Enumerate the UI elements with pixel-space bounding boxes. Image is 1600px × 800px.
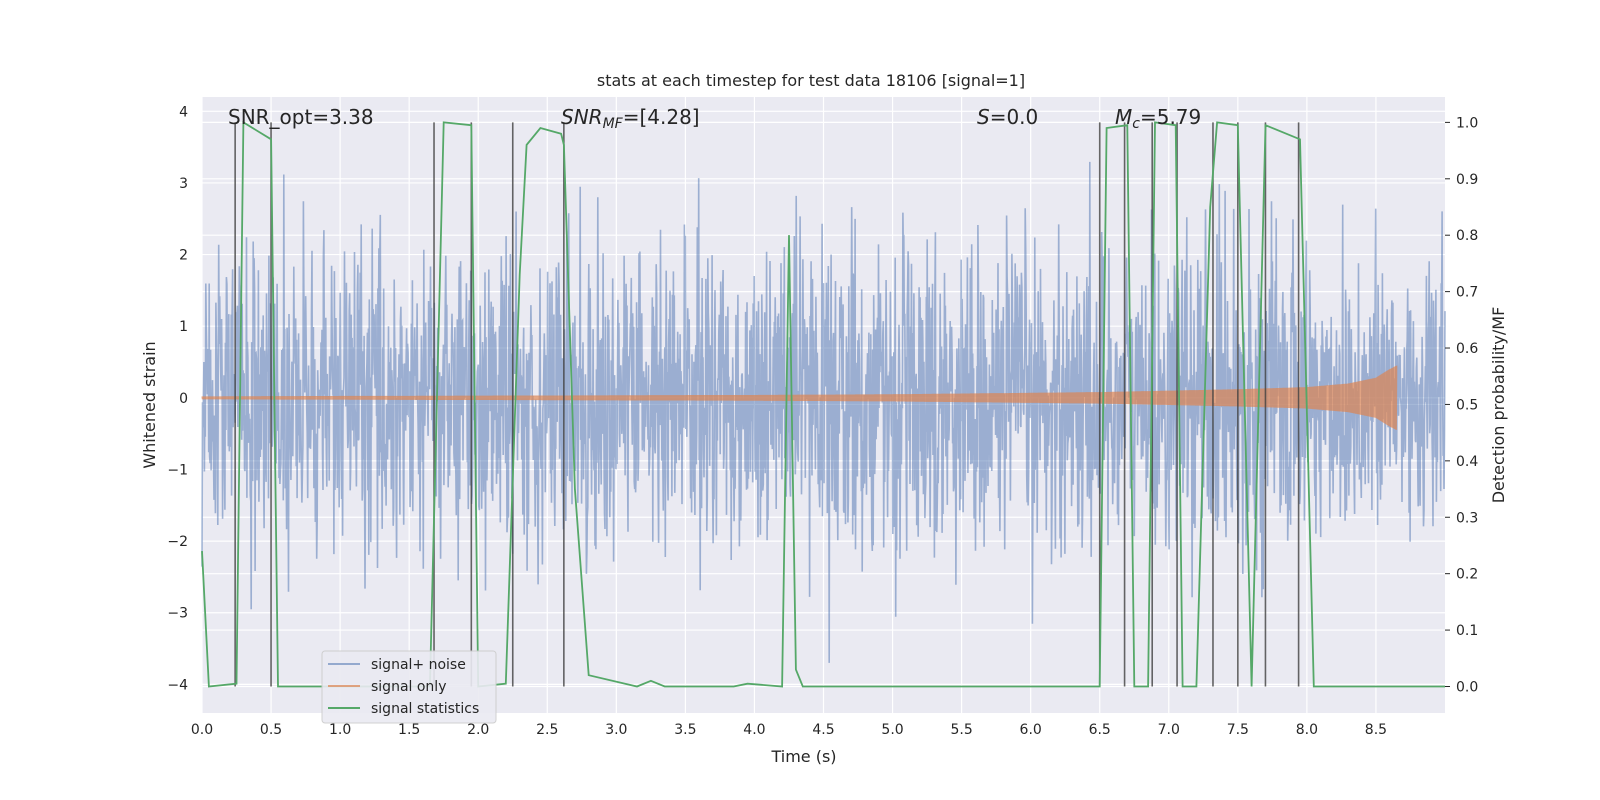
x-tick-label: 2.5 [536,722,558,738]
y-axis-ticks: −4 −3 −2 −1 0 1 2 3 4 [167,104,188,693]
snr-mf-value: =[4.28] [623,105,700,129]
y-tick-label: 2 [179,248,188,264]
stats-line [201,120,1445,688]
x-tick-label: 2.0 [467,722,489,738]
x-tick-label: 4.0 [743,722,765,738]
mc-value: =5.79 [1140,105,1201,129]
x-tick-label: 8.5 [1365,722,1387,738]
legend-box [321,650,497,724]
y2-tick-label: 0.5 [1456,397,1478,413]
y2-tick-label: 0.3 [1456,510,1478,526]
legend-label-noise: signal+ noise [371,657,466,673]
x-tick-label: 6.0 [1020,722,1042,738]
stats-series [201,120,1445,688]
y-axis-label: Whitened strain [140,341,159,468]
y-tick-label: −4 [167,677,188,693]
y2-tick-label: 1.0 [1456,115,1478,131]
x-axis-label: Time (s) [770,747,836,766]
x-tick-label: 5.0 [881,722,903,738]
x-tick-label: 6.5 [1089,722,1111,738]
x-tick-label: 7.0 [1158,722,1180,738]
x-tick-label: 4.5 [812,722,834,738]
y-tick-label: −3 [167,606,188,622]
x-tick-label: 1.0 [329,722,351,738]
legend-label-signal: signal only [371,679,446,695]
s-prefix: S [977,105,990,129]
snr-mf-annotation: SNRMF=[4.28] [561,105,700,132]
x-tick-label: 7.5 [1227,722,1249,738]
snr-mf-subscript: MF [603,116,624,132]
y-tick-label: −1 [167,462,188,478]
snr-opt-annotation: SNR_opt=3.38 [228,105,374,129]
y2-tick-label: 0.6 [1456,341,1478,357]
y2-tick-label: 0.4 [1456,454,1478,470]
legend: signal+ noise signal only signal statist… [321,650,497,724]
x-axis-ticks: 0.0 0.5 1.0 1.5 2.0 2.5 3.0 3.5 4.0 4.5 5.0 5.5 6.0 6… [191,722,1387,738]
y-tick-label: 1 [179,319,188,335]
mc-subscript: c [1132,116,1140,132]
y-tick-label: 3 [179,176,188,192]
y2-tick-label: 0.8 [1456,228,1478,244]
legend-label-stats: signal statistics [371,701,479,717]
y2-tick-label: 0.9 [1456,172,1478,188]
x-tick-label: 3.5 [674,722,696,738]
y-tick-label: 4 [179,104,188,120]
x-tick-label: 1.5 [398,722,420,738]
y2-axis-ticks: 0.0 0.1 0.2 0.3 0.4 0.5 0.6 0.7 0.8 0.9 1.0 [1445,115,1478,695]
y2-tick-label: 0.2 [1456,567,1478,583]
x-tick-label: 3.0 [605,722,627,738]
y-tick-label: −2 [167,534,188,550]
mc-annotation: Mc=5.79 [1115,105,1201,132]
y-tick-label: 0 [179,391,188,407]
snr-mf-prefix: SNR [561,105,603,129]
mc-prefix: M [1115,105,1132,129]
chart-title: stats at each timestep for test data 181… [597,71,1025,90]
y2-tick-label: 0.0 [1456,679,1478,695]
signal-line [201,365,1398,430]
x-tick-label: 0.5 [260,722,282,738]
s-value: =0.0 [990,105,1039,129]
signal-series [201,365,1398,430]
y2-tick-label: 0.1 [1456,623,1478,639]
x-tick-label: 8.0 [1296,722,1318,738]
y2-tick-label: 0.7 [1456,285,1478,301]
x-tick-label: 5.5 [950,722,972,738]
x-tick-label: 0.0 [191,722,213,738]
y2-axis-label: Detection probability/MF [1489,307,1508,504]
s-annotation: S=0.0 [977,105,1038,129]
